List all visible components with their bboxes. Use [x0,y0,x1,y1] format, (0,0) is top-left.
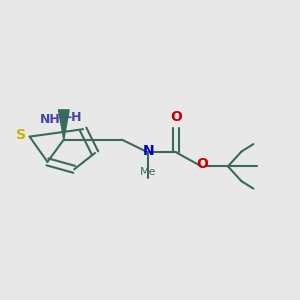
Text: O: O [196,157,208,171]
Text: –H: –H [65,111,82,124]
Text: S: S [16,128,26,142]
Text: O: O [170,110,182,124]
Text: NH: NH [40,113,61,126]
Text: N: N [143,144,154,158]
Polygon shape [58,110,69,140]
Text: Me: Me [140,167,156,177]
